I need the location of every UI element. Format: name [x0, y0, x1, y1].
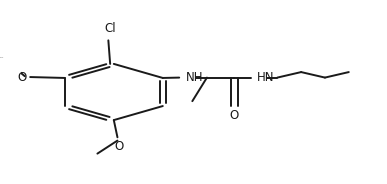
Text: Cl: Cl — [104, 22, 116, 35]
Text: O: O — [17, 70, 26, 84]
Text: O: O — [115, 139, 124, 153]
Text: NH: NH — [186, 71, 203, 84]
Text: methoxy: methoxy — [0, 56, 4, 58]
Text: HN: HN — [257, 71, 275, 84]
Text: O: O — [229, 109, 239, 122]
